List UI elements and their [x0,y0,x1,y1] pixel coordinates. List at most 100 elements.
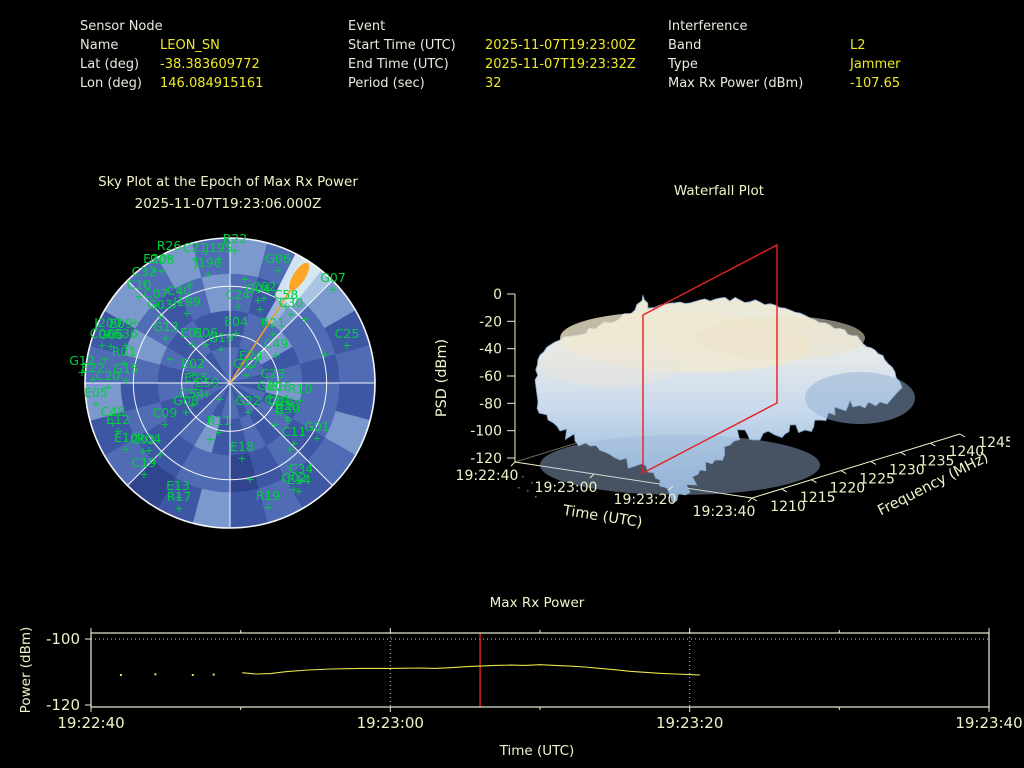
satellite-mark: + [121,339,130,352]
satellite-mark: + [285,443,294,456]
satellite-label: E04 [224,314,248,329]
power-series-line [242,664,701,676]
satellite-mark: + [245,473,254,486]
satellite-mark: + [296,474,305,487]
satellite-mark: + [265,391,274,404]
satellite-label: G03 [147,297,173,312]
satellite-mark: + [283,414,292,427]
psd-tick-label: -100 [470,424,502,440]
satellite-mark: + [144,444,153,457]
satellite-mark: + [160,418,169,431]
field-value: 146.084915161 [160,76,264,91]
satellite-mark: + [253,294,262,307]
satellite-mark: + [231,327,240,340]
satellite-mark: + [100,353,109,366]
satellite-label: C09 [153,405,178,420]
satellite-mark: + [97,339,106,352]
sky-plot-title-line2: 2025-11-07T19:23:06.000Z [134,196,322,212]
satellite-label: J199 [172,294,201,309]
satellite-mark: + [271,349,280,362]
satellite-label: E22 [81,360,105,375]
satellite-label: G17 [233,356,259,371]
panel-title: Sensor Node [80,19,163,34]
interference-panel: Interference Band L2 Type Jammer Max Rx … [668,17,900,93]
satellite-label: R01 [112,344,137,359]
satellite-label: C07 [144,286,169,301]
satellite-mark: + [342,339,351,352]
satellite-label: G07 [320,270,346,285]
satellite-mark: + [150,264,159,277]
satellite-label: C30 [279,295,304,310]
satellite-mark: + [187,399,196,412]
satellite-label: G13 [153,319,179,334]
satellite-label: E12 [106,412,130,427]
satellite-label: J195 [204,240,233,255]
satellite-mark: + [282,411,291,424]
freq-tick-label: 1215 [800,490,836,506]
satellite-label: C59 [195,375,220,390]
y-tick-label: -100 [46,630,80,648]
satellite-label: C10 [127,277,152,292]
psd-tick-label: -20 [479,314,502,330]
maxrx-title: Max Rx Power [489,595,585,611]
satellite-label: G02 [281,470,307,485]
freq-tick-label: 1220 [830,481,866,497]
satellite-label: C58 [274,287,299,302]
satellite-label: R10 [288,381,313,396]
field-label: Type [668,57,698,72]
satellite-mark: + [174,502,183,515]
satellite-mark: + [155,310,164,323]
satellite-label: C19 [132,455,157,470]
satellite-label: R08 [150,252,175,267]
satellite-label: E18 [230,439,254,454]
satellite-label: C06 [90,326,115,341]
info-row: Name LEON_SN [80,36,263,55]
satellite-mark: + [214,253,223,266]
satellite-label: C62 [252,279,277,294]
freq-tick-label: 1225 [859,472,895,488]
info-row: Lon (deg) 146.084915161 [80,74,263,93]
satellite-mark: + [233,300,242,313]
satellite-mark: + [119,357,128,370]
satellite-mark: + [138,445,147,458]
satellite-label: R20 [275,398,300,413]
time-tick-label: 19:23:20 [614,492,677,508]
satellite-mark: + [203,268,212,281]
satellite-mark: + [202,388,211,401]
satellite-label: C11 [282,424,307,439]
satellite-label: J200 [93,315,122,330]
satellite-label: G12 [69,353,95,368]
satellite-label: E24 [239,348,263,363]
satellite-mark: + [300,313,309,326]
satellite-mark: + [312,432,321,445]
satellite-label: G05 [98,327,124,342]
sky-satellites: R22+R26+C21+J195+J196+E30+R08+G06+ G07+C3… [69,231,359,515]
power-sample-dot [154,673,157,676]
satellite-mark: + [103,381,112,394]
info-row: End Time (UTC) 2025-11-07T19:23:32Z [348,55,636,74]
satellite-mark: + [276,407,285,420]
satellite-mark: + [77,366,86,379]
satellite-mark: + [182,307,191,320]
satellite-mark: + [240,273,249,286]
satellite-mark: + [91,398,100,411]
satellite-label: C48 [101,404,126,419]
waterfall-title: Waterfall Plot [673,183,765,199]
x-tick-label: 19:23:00 [357,714,424,732]
field-value: 2025-11-07T19:23:32Z [485,57,636,72]
field-value: -107.65 [850,76,901,91]
field-value: 32 [485,76,502,91]
satellite-label: R04 [137,431,162,446]
mr-frame [90,632,990,708]
satellite-mark: + [320,348,329,361]
satellite-label: C20 [96,368,121,383]
satellite-mark: + [173,491,182,504]
satellite-mark: + [191,383,200,396]
mr-grid [91,633,989,707]
x-tick-label: 19:23:40 [955,714,1022,732]
satellite-mark: + [161,332,170,345]
field-value: 2025-11-07T19:23:00Z [485,38,636,53]
satellite-mark: + [286,308,295,321]
psd-tick-label: -40 [479,342,502,358]
